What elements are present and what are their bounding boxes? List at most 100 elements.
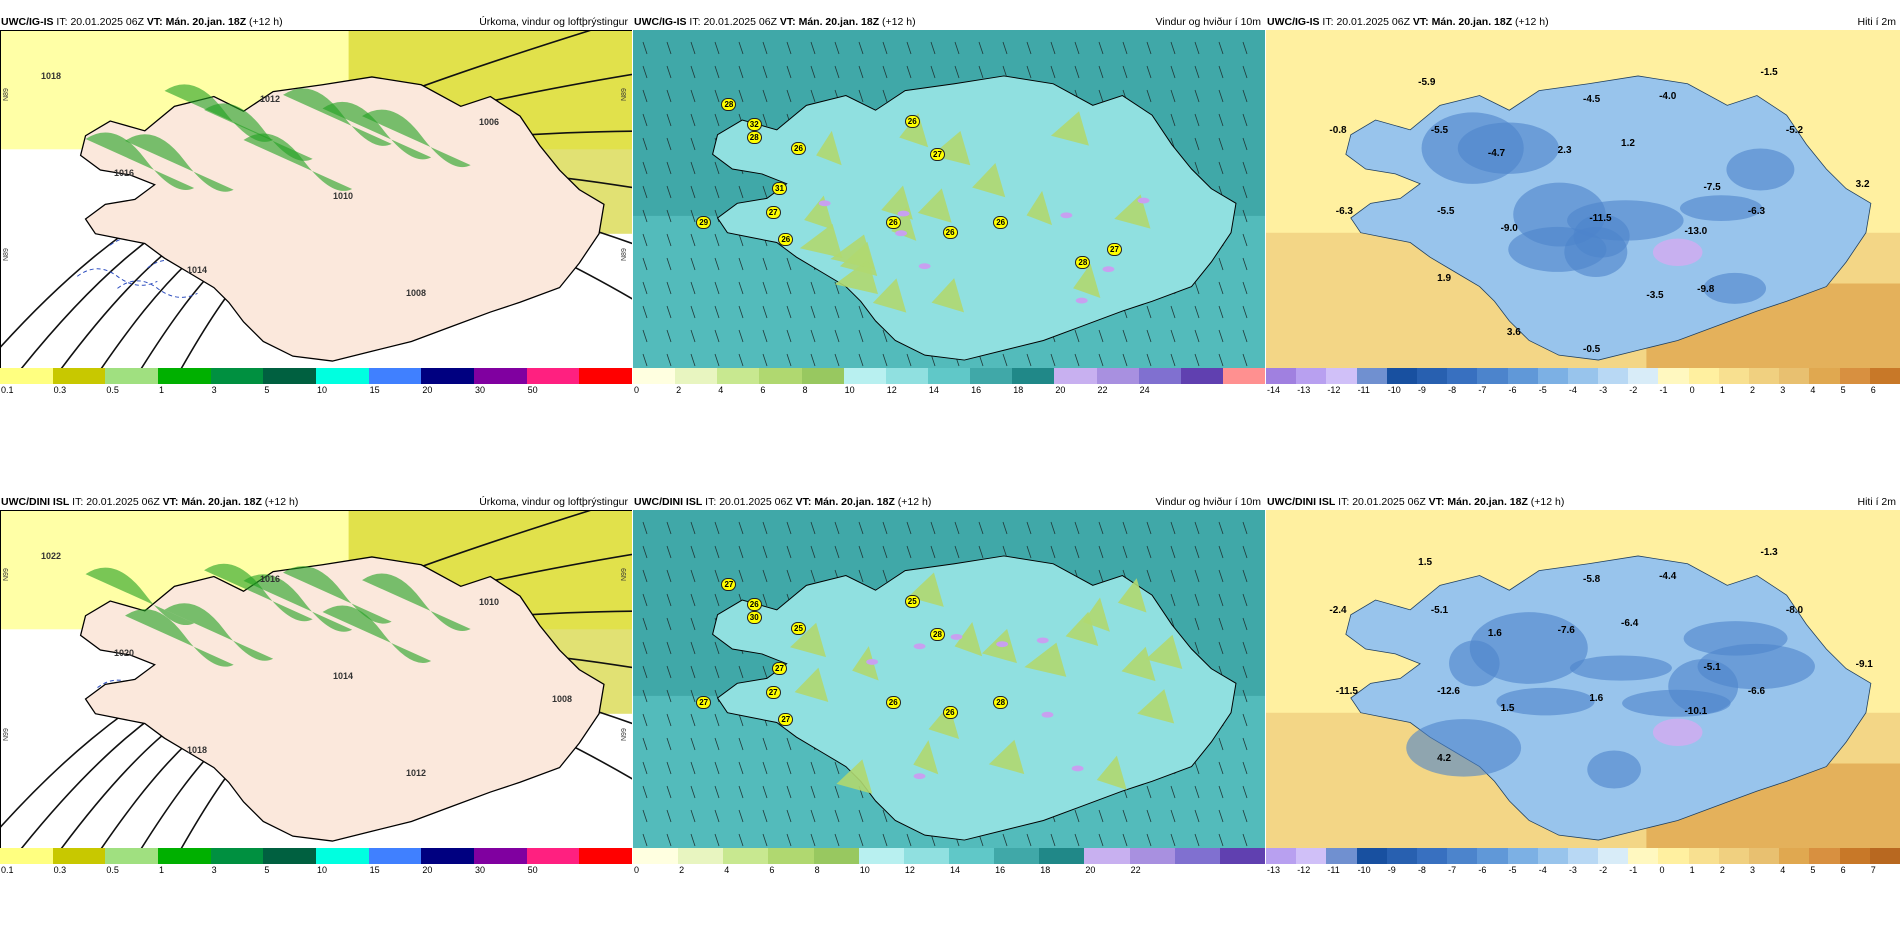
it-value: 20.01.2025 06Z	[703, 16, 777, 28]
gust-label: 29	[696, 215, 712, 229]
panel-title: Úrkoma, vindur og loftþrýstingur	[479, 16, 628, 28]
vt-value: Mán. 20.jan. 18Z	[165, 16, 247, 28]
colorbar	[1266, 848, 1900, 864]
panel-header: UWC/IG-IS IT: 20.01.2025 06Z VT: Mán. 20…	[633, 14, 1265, 30]
model-name: UWC/IG-IS	[634, 16, 687, 28]
colorbar-swatch	[1296, 848, 1327, 864]
colorbar-swatch	[885, 368, 928, 384]
temperature-map: -5.9 -1.5 -4.5 -4.0 -0.8 -5.5 -5.2 -4.7 2.3 1.2 -7…	[1266, 30, 1900, 368]
colorbar-swatch	[1537, 368, 1568, 384]
colorbar-tick-label: -8	[1448, 385, 1457, 395]
colorbar-tick-label: 8	[814, 865, 820, 875]
wind-gust-map: 27 26 30 25 25 28 27 27 27 27 26 26 28	[633, 510, 1265, 848]
colorbar-tick-label: -2	[1629, 385, 1638, 395]
colorbar-swatch	[52, 368, 106, 384]
it-label: IT:	[705, 496, 717, 508]
colorbar-swatch	[1174, 848, 1220, 864]
panel-title: Úrkoma, vindur og loftþrýstingur	[479, 496, 628, 508]
colorbar-swatch	[1507, 368, 1538, 384]
vt-value: Mán. 20.jan. 18Z	[798, 16, 880, 28]
gust-label: 25	[904, 594, 920, 608]
temperature-value: -5.2	[1785, 124, 1804, 136]
gust-label: 27	[778, 712, 794, 726]
model-name: UWC/DINI ISL	[634, 496, 703, 508]
colorbar-tick-label: 50	[527, 865, 538, 875]
colorbar-tick-label: -8	[1417, 865, 1426, 875]
temperature-value: -11.5	[1335, 685, 1358, 697]
panel-header: UWC/IG-IS IT: 20.01.2025 06Z VT: Mán. 20…	[1266, 14, 1900, 30]
precip-pressure-map: 1018 1016 1014 1012 1010 1008 1006 N89 N89 N89 N89	[0, 30, 632, 368]
colorbar-tick-label: 16	[971, 385, 982, 395]
colorbar-tick-label: 18	[1040, 865, 1051, 875]
colorbar-swatch	[1326, 368, 1357, 384]
gust-label: 25	[791, 621, 806, 635]
temperature-value: -5.5	[1430, 124, 1449, 136]
colorbar-tick-label: 30	[475, 385, 486, 395]
colorbar-tick-label: -4	[1538, 865, 1547, 875]
colorbar-swatch	[52, 848, 106, 864]
colorbar-tick-label: -9	[1417, 385, 1426, 395]
colorbar	[0, 368, 633, 384]
colorbar-swatch	[801, 368, 844, 384]
map-graphic	[1, 511, 632, 848]
colorbar-ticks: 0 2 4 6 8 10 12 14 16 18 20 22	[633, 864, 1265, 876]
colorbar-swatch	[158, 368, 211, 384]
forecast-panel-1-0: UWC/DINI ISL IT: 20.01.2025 06Z VT: Mán.…	[0, 494, 633, 878]
temperature-value: -9.1	[1855, 658, 1873, 670]
colorbar-tick-label: -3	[1568, 865, 1577, 875]
wind-gust-map: 28 32 28 26 26 27 31 29 27 26 26 26 26 28 27	[633, 30, 1265, 368]
colorbar-swatch	[526, 848, 580, 864]
colorbar-swatch	[927, 368, 971, 384]
colorbar-swatch	[105, 848, 159, 864]
vt-label: VT:	[146, 16, 163, 28]
vt-label: VT:	[779, 16, 796, 28]
colorbar-swatch	[1567, 368, 1599, 384]
panel-title: Vindur og hviður í 10m	[1155, 16, 1261, 28]
isobar-label: 1016	[114, 168, 135, 178]
map-graphic	[633, 30, 1265, 368]
colorbar-swatch	[1356, 848, 1387, 864]
vt-label: VT:	[1428, 496, 1445, 508]
colorbar	[633, 368, 1266, 384]
gust-label: 30	[746, 611, 762, 625]
colorbar-swatch	[526, 368, 580, 384]
colorbar-swatch	[1718, 368, 1749, 384]
colorbar-tick-label: 0	[634, 385, 640, 395]
model-name: UWC/IG-IS	[1, 16, 54, 28]
colorbar-swatch	[1266, 848, 1297, 864]
colorbar-swatch	[678, 848, 724, 864]
gust-label: 27	[772, 662, 787, 676]
colorbar-swatch	[1180, 368, 1223, 384]
isobar-label: 1022	[41, 551, 62, 561]
temperature-value: 1.9	[1437, 273, 1452, 285]
temperature-value: -4.4	[1659, 570, 1677, 582]
colorbar-swatch	[1138, 368, 1181, 384]
colorbar-swatch	[1039, 848, 1085, 864]
colorbar-tick-label: 6	[1840, 865, 1846, 875]
gust-label: 27	[696, 695, 712, 709]
temperature-value: 2.3	[1557, 144, 1572, 156]
colorbar-tick-label: -9	[1387, 865, 1396, 875]
forecast-panel-0-1: UWC/IG-IS IT: 20.01.2025 06Z VT: Mán. 20…	[633, 14, 1266, 398]
colorbar-tick-label: 24	[1139, 385, 1150, 395]
colorbar-swatch	[1416, 848, 1448, 864]
panel-title: Hiti í 2m	[1857, 16, 1896, 28]
colorbar-tick-label: 4	[1810, 385, 1816, 395]
isobar-label: 1012	[260, 94, 281, 104]
colorbar-tick-label: 10	[317, 385, 328, 395]
colorbar-swatch	[1477, 848, 1508, 864]
vt-value: Mán. 20.jan. 18Z	[181, 496, 262, 508]
colorbar-tick-label: 3	[1780, 385, 1786, 395]
colorbar-swatch	[675, 368, 718, 384]
colorbar-tick-label: 7	[1870, 865, 1876, 875]
colorbar-tick-label: 1	[1689, 865, 1695, 875]
lead-time: (+12 h)	[264, 496, 299, 508]
panel-header: UWC/DINI ISL IT: 20.01.2025 06Z VT: Mán.…	[1266, 494, 1900, 510]
lead-time: (+12 h)	[897, 496, 932, 508]
colorbar-tick-label: -12	[1297, 865, 1311, 875]
temperature-value: -5.8	[1583, 574, 1601, 586]
temperature-value: -5.1	[1703, 662, 1721, 674]
gust-label: 28	[721, 97, 737, 111]
colorbar-tick-label: 0.3	[53, 865, 67, 875]
temperature-value: -6.3	[1747, 205, 1766, 217]
